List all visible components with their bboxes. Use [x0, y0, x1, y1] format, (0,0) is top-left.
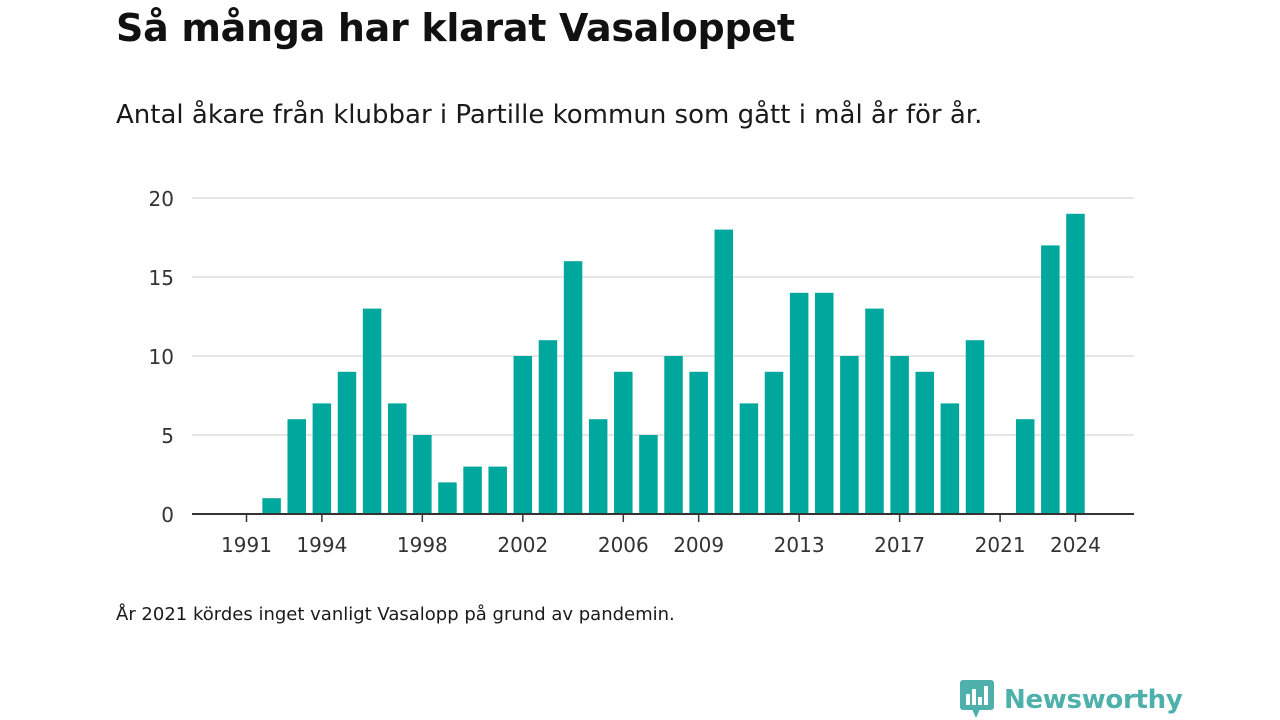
bars	[262, 213, 1085, 515]
bar-2016	[865, 308, 884, 514]
bar-chart: 0 5 10 15 20 1991 1994 1998 2002 2006 2009 2013 201…	[149, 187, 1134, 557]
bar-1998	[413, 435, 432, 514]
x-tick-label: 2009	[673, 533, 724, 557]
x-tick-label: 2006	[598, 533, 649, 557]
bar-1997	[387, 403, 407, 514]
bar-2002	[513, 356, 533, 514]
x-tick-label: 2024	[1050, 533, 1101, 557]
x-tick-label: 2021	[975, 533, 1026, 557]
bar-1994	[312, 403, 332, 514]
y-tick-label: 20	[149, 187, 174, 211]
bar-2019	[940, 403, 960, 514]
bar-2022	[1015, 419, 1035, 514]
bar-2006	[614, 371, 633, 514]
x-tick-label: 1991	[221, 533, 272, 557]
bar-1999	[438, 482, 457, 514]
gridlines	[192, 197, 1134, 436]
bar-1992	[262, 498, 281, 514]
y-tick-label: 5	[161, 424, 174, 448]
chart-title: Så många har klarat Vasaloppet	[116, 6, 795, 50]
bar-2012	[764, 371, 784, 514]
bar-2004	[563, 261, 583, 514]
bar-1996	[362, 308, 382, 514]
bar-2014	[815, 292, 834, 514]
bar-chart-speech-bubble-icon	[960, 680, 994, 718]
x-tick-label: 2013	[774, 533, 825, 557]
bar-2013	[789, 292, 809, 514]
bar-2020	[965, 340, 985, 514]
x-tick-label: 1998	[397, 533, 448, 557]
bar-2015	[840, 356, 859, 514]
bar-2003	[538, 340, 558, 514]
bar-2007	[639, 435, 658, 514]
bar-1995	[337, 371, 357, 514]
y-tick-label: 0	[161, 503, 174, 527]
bar-2010	[714, 229, 734, 514]
x-tick-label: 2002	[497, 533, 548, 557]
y-axis-labels: 0 5 10 15 20	[149, 187, 174, 527]
x-tick-label: 1994	[296, 533, 347, 557]
bar-2008	[664, 356, 683, 514]
y-tick-label: 15	[149, 266, 174, 290]
bar-2017	[890, 356, 909, 514]
bar-2005	[588, 419, 608, 514]
logo-text: Newsworthy	[1004, 685, 1183, 715]
bar-2000	[463, 466, 482, 514]
bar-1993	[287, 419, 306, 514]
bar-2018	[915, 371, 934, 514]
x-tick-label: 2017	[874, 533, 925, 557]
bar-2001	[488, 466, 507, 514]
y-tick-label: 10	[149, 345, 174, 369]
newsworthy-logo[interactable]: Newsworthy	[960, 680, 1183, 720]
bar-2011	[739, 403, 759, 514]
bar-2023	[1041, 245, 1060, 514]
bar-2009	[689, 371, 708, 514]
chart-subtitle: Antal åkare från klubbar i Partille komm…	[116, 100, 983, 130]
bar-2024	[1066, 213, 1085, 515]
x-axis-labels: 1991 1994 1998 2002 2006 2009 2013 2017 2021 2024	[221, 533, 1101, 557]
x-axis	[192, 513, 1134, 522]
footnote: År 2021 kördes inget vanligt Vasalopp på…	[116, 604, 675, 625]
